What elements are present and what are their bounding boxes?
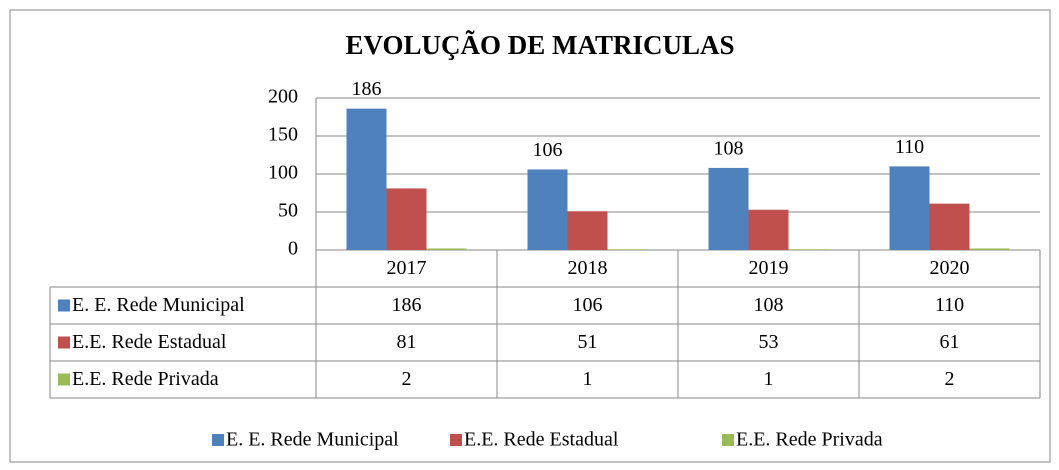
bar — [969, 248, 1010, 250]
legend-label: E.E. Rede Privada — [736, 429, 883, 451]
table-legend-key — [58, 373, 70, 386]
data-label: 108 — [714, 138, 744, 160]
y-tick-label: 100 — [268, 162, 298, 184]
y-tick-label: 0 — [288, 238, 298, 260]
bar — [426, 248, 467, 250]
bar — [567, 211, 608, 250]
data-label: 110 — [895, 136, 924, 158]
x-tick-label: 2020 — [930, 257, 970, 279]
legend-label: E.E. Rede Estadual — [464, 429, 619, 451]
x-tick-label: 2017 — [387, 257, 427, 279]
table-cell: 1 — [583, 368, 593, 390]
table-row-label: E. E. Rede Municipal — [72, 294, 245, 316]
table-row-label: E.E. Rede Estadual — [72, 331, 227, 353]
table-cell: 81 — [397, 331, 417, 353]
data-label: 186 — [352, 78, 382, 100]
table-cell: 2 — [945, 368, 955, 390]
table-cell: 51 — [578, 331, 598, 353]
bar — [607, 249, 648, 250]
legend-key — [212, 434, 224, 446]
legend-key — [722, 434, 734, 446]
table-cell: 53 — [759, 331, 779, 353]
data-label: 106 — [533, 139, 563, 161]
table-cell: 2 — [402, 368, 412, 390]
x-tick-label: 2018 — [568, 257, 608, 279]
y-tick-label: 200 — [268, 86, 298, 108]
table-cell: 186 — [392, 294, 422, 316]
table-legend-key — [58, 299, 70, 312]
table-cell: 61 — [940, 331, 960, 353]
bar — [889, 166, 930, 250]
table-cell: 106 — [573, 294, 603, 316]
y-tick-label: 50 — [278, 200, 298, 222]
table-row-label: E.E. Rede Privada — [72, 368, 219, 390]
bar — [346, 108, 387, 250]
bar — [748, 209, 789, 250]
bar — [386, 188, 427, 250]
x-tick-label: 2019 — [749, 257, 789, 279]
table-cell: 110 — [935, 294, 964, 316]
bar — [708, 167, 749, 250]
bar — [527, 169, 568, 250]
bar — [929, 203, 970, 250]
table-cell: 1 — [764, 368, 774, 390]
legend-key — [450, 434, 462, 446]
table-legend-key — [58, 336, 70, 349]
y-tick-label: 150 — [268, 124, 298, 146]
legend-label: E. E. Rede Municipal — [226, 429, 399, 451]
bar — [788, 249, 829, 250]
chart-title: EVOLUÇÃO DE MATRICULAS — [346, 30, 735, 60]
table-cell: 108 — [754, 294, 784, 316]
